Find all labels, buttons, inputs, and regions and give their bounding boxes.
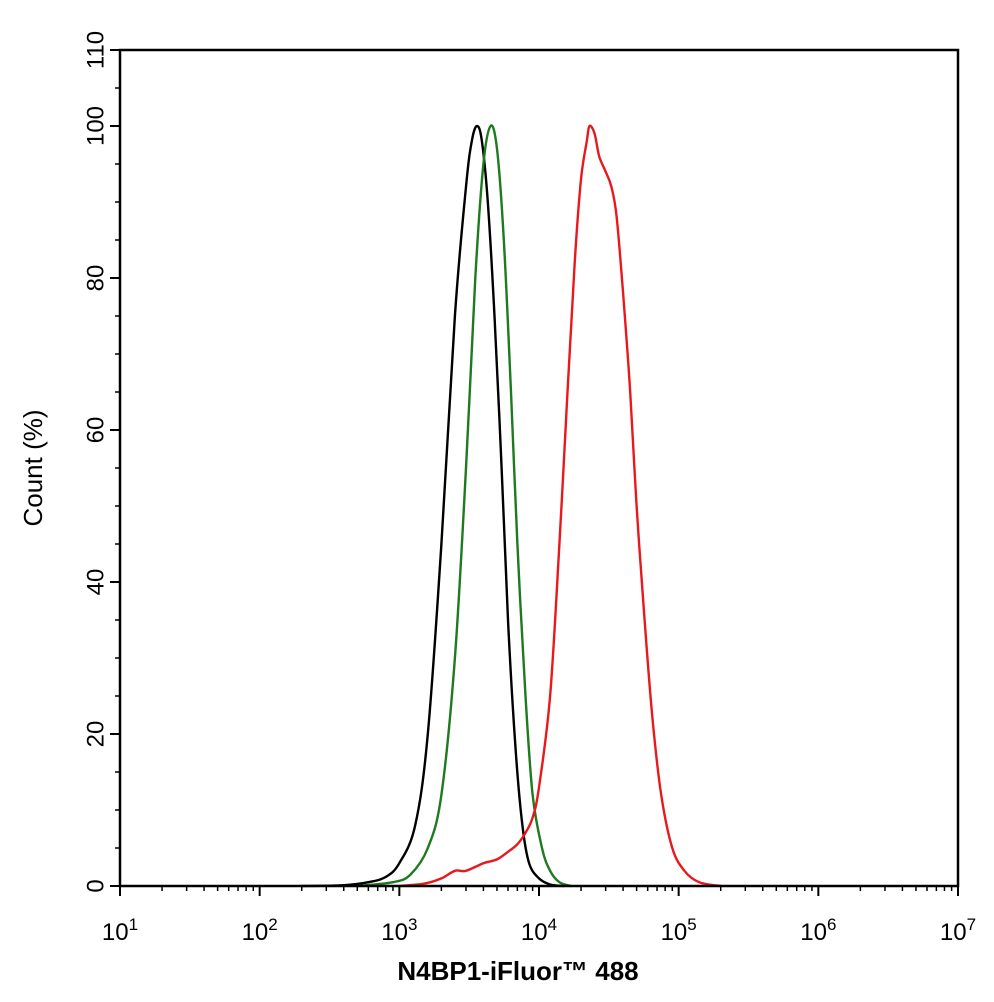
x-tick-label: 107	[940, 915, 976, 946]
x-tick-exponent: 7	[967, 915, 976, 934]
y-tick-label: 60	[82, 417, 109, 444]
x-tick-exponent: 6	[827, 915, 836, 934]
x-tick-base: 10	[102, 919, 129, 946]
x-tick-label: 106	[800, 915, 836, 946]
x-tick-label: 105	[661, 915, 697, 946]
x-tick-exponent: 3	[408, 915, 417, 934]
y-tick-label: 20	[82, 721, 109, 748]
x-tick-label: 104	[521, 915, 557, 946]
ticks-layer	[110, 49, 959, 896]
y-tick-label: 110	[82, 31, 109, 69]
y-tick-label: 100	[82, 106, 109, 146]
x-tick-base: 10	[381, 919, 408, 946]
x-tick-label: 102	[242, 915, 278, 946]
series-3-curve	[398, 124, 722, 888]
series-layer	[300, 124, 722, 888]
x-tick-label: 101	[102, 915, 138, 946]
x-tick-exponent: 1	[129, 915, 138, 934]
y-tick-label: 40	[82, 569, 109, 596]
x-tick-exponent: 4	[548, 915, 557, 934]
plot-frame	[118, 48, 960, 888]
y-axis-title: Count (%)	[18, 409, 48, 526]
x-tick-base: 10	[521, 919, 548, 946]
x-tick-exponent: 2	[268, 915, 277, 934]
y-tick-label: 0	[82, 879, 109, 892]
series-2-curve	[356, 124, 573, 888]
series-1-curve	[300, 124, 565, 888]
x-tick-base: 10	[661, 919, 688, 946]
x-tick-base: 10	[800, 919, 827, 946]
x-tick-base: 10	[242, 919, 269, 946]
x-tick-base: 10	[940, 919, 967, 946]
x-axis-title: N4BP1-iFluor™ 488	[397, 956, 638, 986]
x-tick-exponent: 5	[687, 915, 696, 934]
x-tick-label: 103	[381, 915, 417, 946]
y-tick-label: 80	[82, 265, 109, 292]
